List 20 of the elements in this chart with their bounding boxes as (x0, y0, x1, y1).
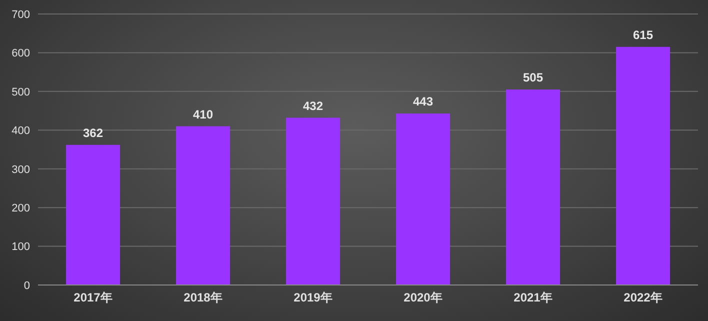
y-tick-label: 600 (12, 48, 30, 60)
data-label: 362 (82, 126, 104, 140)
x-tick-label: 2021年 (514, 290, 552, 305)
x-tick-label: 2019年 (294, 290, 332, 305)
data-label: 432 (302, 98, 324, 113)
y-tick-label: 300 (12, 164, 30, 176)
y-tick-label: 400 (12, 125, 30, 138)
data-label: 615 (632, 28, 654, 42)
y-tick-label: 200 (12, 202, 30, 214)
data-label: 443 (412, 94, 434, 108)
x-tick-label: 2020年 (404, 290, 442, 305)
y-tick-label: 100 (12, 241, 30, 254)
x-tick-label: 2018年 (184, 290, 222, 305)
x-tick-label: 2022年 (624, 290, 662, 305)
y-tick-label: 700 (12, 8, 30, 21)
y-tick-label: 0 (24, 280, 30, 292)
data-label: 410 (192, 107, 214, 122)
x-tick-label: 2017年 (74, 290, 112, 305)
data-label: 505 (522, 70, 544, 84)
y-tick-label: 500 (12, 86, 30, 98)
